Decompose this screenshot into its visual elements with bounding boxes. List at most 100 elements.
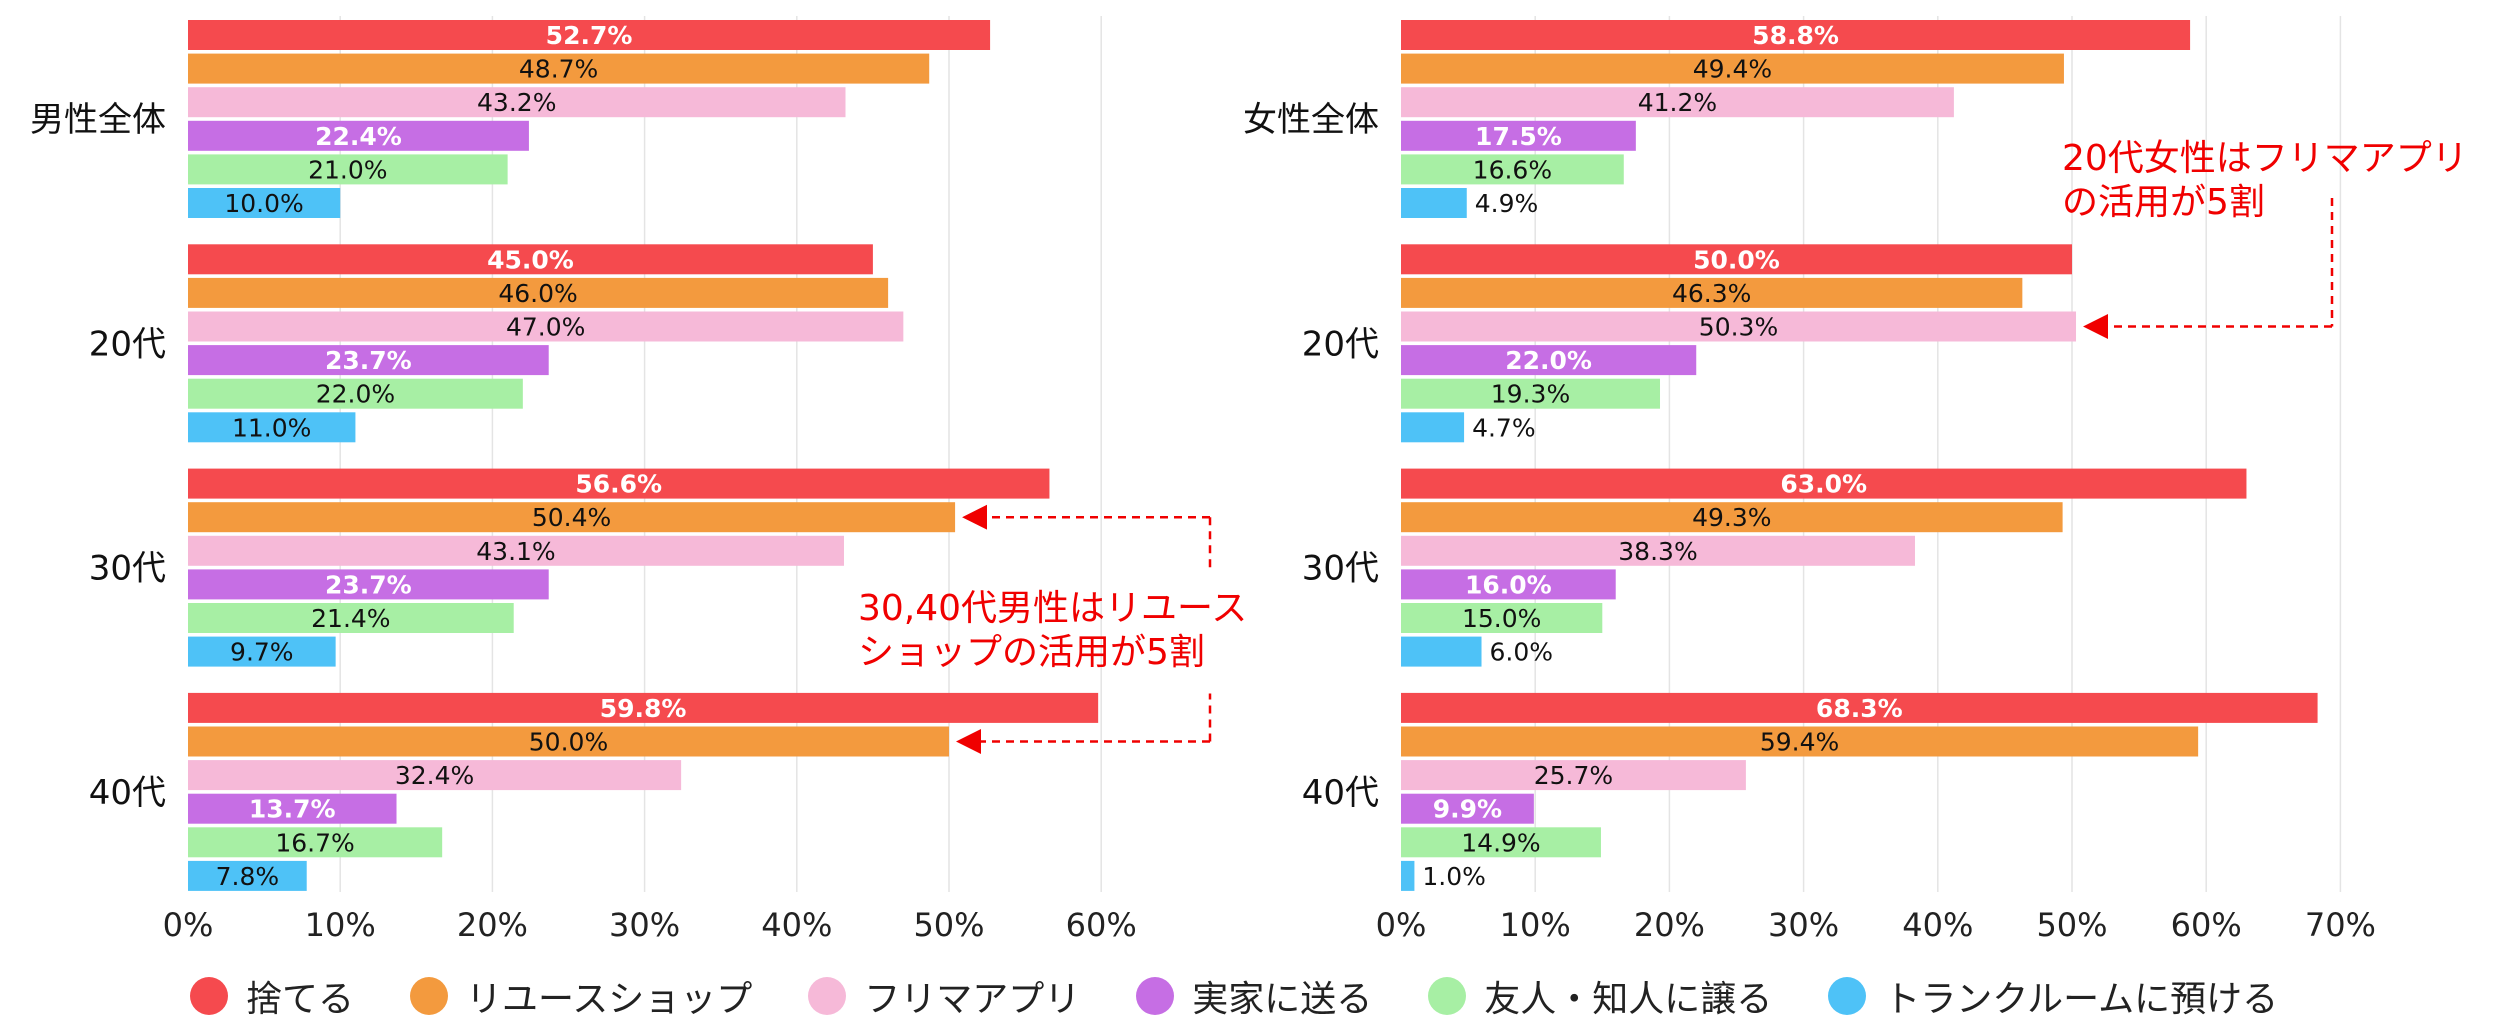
- data-label: 22.4%: [315, 122, 402, 151]
- data-label: 46.0%: [498, 279, 577, 308]
- data-label: 43.2%: [477, 88, 556, 117]
- x-tick-label: 10%: [1500, 906, 1571, 944]
- bar: [188, 760, 682, 791]
- bar: [1401, 827, 1601, 858]
- legend-swatch-icon: [1136, 977, 1175, 1015]
- group-label: 20代: [89, 324, 166, 364]
- data-label: 25.7%: [1534, 761, 1613, 790]
- data-label: 15.0%: [1462, 604, 1541, 633]
- bar: [188, 636, 336, 667]
- bar: [188, 603, 514, 633]
- x-tick-label: 30%: [1768, 906, 1839, 944]
- data-label: 52.7%: [546, 21, 633, 50]
- data-label: 49.4%: [1693, 55, 1772, 84]
- data-label: 4.7%: [1472, 413, 1536, 442]
- bar: [1401, 468, 2247, 499]
- bar: [1401, 603, 1603, 633]
- group-label: 男性全体: [30, 100, 166, 140]
- x-tick-label: 40%: [1902, 906, 1973, 944]
- data-label: 56.6%: [575, 470, 662, 499]
- bar: [1401, 87, 1954, 118]
- data-label: 23.7%: [325, 346, 412, 375]
- bar: [1401, 760, 1746, 791]
- bar: [1401, 569, 1616, 600]
- legend-swatch-icon: [190, 977, 228, 1015]
- data-label: 32.4%: [395, 761, 474, 790]
- group-label: 40代: [89, 773, 166, 813]
- legend-item: 友人・知人に譲る: [1428, 970, 1772, 1022]
- data-label: 16.6%: [1473, 155, 1552, 184]
- data-label: 50.0%: [529, 728, 608, 757]
- legend-swatch-icon: [1428, 977, 1467, 1015]
- bar: [1401, 692, 2318, 723]
- bar: [1401, 636, 1482, 667]
- bar: [188, 793, 397, 824]
- data-label: 14.9%: [1461, 828, 1540, 857]
- x-tick-label: 70%: [2305, 906, 2376, 944]
- bar: [1401, 244, 2072, 275]
- bar: [1401, 412, 1465, 443]
- legend-label: 捨てる: [246, 979, 355, 1020]
- legend-swatch-icon: [808, 977, 847, 1015]
- bar: [188, 827, 443, 858]
- data-label: 7.8%: [216, 862, 280, 891]
- x-tick-label: 60%: [1066, 906, 1137, 944]
- bar: [1401, 502, 2063, 533]
- data-label: 63.0%: [1780, 470, 1867, 499]
- legend-item: トランクルームに預ける: [1828, 970, 2278, 1022]
- data-label: 45.0%: [487, 245, 574, 274]
- data-label: 9.9%: [1433, 795, 1502, 824]
- bar: [1401, 120, 1636, 151]
- data-label: 43.1%: [476, 537, 555, 566]
- bar: [1401, 345, 1697, 376]
- x-tick-label: 10%: [305, 906, 376, 944]
- data-label: 50.0%: [1693, 245, 1780, 274]
- data-label: 16.0%: [1465, 570, 1552, 599]
- annotation-text: ショップの活用が5割: [858, 632, 1205, 673]
- x-tick-label: 40%: [761, 906, 832, 944]
- data-label: 9.7%: [230, 638, 294, 667]
- data-label: 46.3%: [1672, 279, 1751, 308]
- data-label: 23.7%: [325, 570, 412, 599]
- data-label: 41.2%: [1638, 88, 1717, 117]
- data-label: 58.8%: [1752, 21, 1839, 50]
- bar: [188, 277, 889, 308]
- group-label: 30代: [1302, 549, 1379, 589]
- data-label: 59.4%: [1760, 728, 1839, 757]
- bar: [1401, 188, 1467, 218]
- legend-label: リユースショップ: [466, 979, 753, 1020]
- bar: [188, 53, 930, 84]
- bar: [188, 468, 1050, 499]
- x-tick-label: 30%: [609, 906, 680, 944]
- bar: [1401, 535, 1915, 566]
- bar: [1401, 311, 2077, 342]
- data-label: 49.3%: [1692, 503, 1771, 532]
- bar: [188, 692, 1099, 723]
- annotation-text: 20代女性はフリマアプリ: [2062, 138, 2468, 179]
- legend: 捨てる リユースショップ フリマアプリ 実家に送る 友人・知人に譲る トランクル…: [190, 968, 2278, 1024]
- bar: [188, 569, 549, 600]
- bar: [1401, 378, 1661, 409]
- group-label: 女性全体: [1243, 100, 1379, 140]
- x-tick-label: 0%: [1376, 906, 1427, 944]
- x-tick-label: 0%: [163, 906, 214, 944]
- legend-swatch-icon: [410, 977, 449, 1015]
- data-label: 16.7%: [275, 828, 354, 857]
- bar: [1401, 53, 2064, 84]
- bar: [1401, 793, 1534, 824]
- x-tick-label: 50%: [913, 906, 984, 944]
- data-label: 21.4%: [311, 604, 390, 633]
- bar: [188, 20, 991, 50]
- legend-item: リユースショップ: [410, 970, 752, 1022]
- data-label: 10.0%: [224, 189, 303, 218]
- bar: [188, 311, 904, 342]
- group-label: 40代: [1302, 773, 1379, 813]
- data-label: 48.7%: [519, 55, 598, 84]
- legend-item: フリマアプリ: [808, 970, 1080, 1022]
- data-label: 68.3%: [1816, 694, 1903, 723]
- legend-item: 実家に送る: [1136, 970, 1372, 1022]
- data-label: 22.0%: [316, 380, 395, 409]
- bar: [188, 378, 523, 409]
- bar: [188, 726, 949, 757]
